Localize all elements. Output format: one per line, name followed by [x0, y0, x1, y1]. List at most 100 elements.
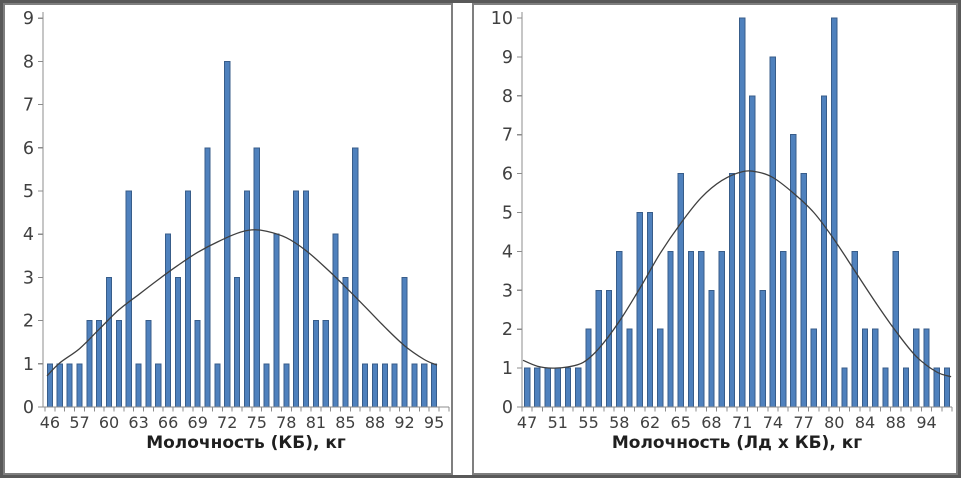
bar [708, 289, 715, 408]
bar [145, 320, 152, 408]
x-tick-label: 92 [394, 413, 414, 432]
bar [882, 367, 889, 408]
y-tick-label: 3 [23, 268, 34, 288]
bar [585, 328, 592, 408]
y-tick-label: 5 [502, 204, 513, 224]
bar [677, 173, 684, 408]
bar [616, 250, 623, 408]
bar [923, 328, 930, 408]
x-tick-label: 55 [578, 413, 598, 432]
bar [302, 190, 310, 408]
y-tick-label: 7 [23, 96, 34, 116]
y-tick-label: 7 [502, 126, 513, 146]
bar [362, 363, 369, 408]
y-tick-label: 6 [502, 165, 513, 185]
x-tick-label: 72 [217, 413, 237, 432]
bar [646, 212, 654, 408]
bar [214, 363, 221, 408]
x-tick-label: 94 [916, 413, 936, 432]
bar [728, 173, 736, 408]
bar [283, 363, 290, 408]
bar [534, 367, 541, 408]
bar [943, 367, 951, 408]
bar [431, 363, 438, 408]
bar [381, 363, 388, 408]
bar [698, 250, 705, 408]
bar [66, 363, 73, 408]
bar [913, 328, 920, 408]
bar [322, 320, 329, 408]
bar [564, 367, 572, 408]
bar [687, 250, 695, 408]
bar [243, 190, 250, 408]
bar [779, 250, 787, 408]
bar [105, 276, 113, 408]
x-tick-label: 78 [276, 413, 296, 432]
bar [800, 173, 807, 408]
y-tick-label: 0 [23, 398, 34, 418]
bar [224, 60, 231, 408]
y-tick-label: 2 [23, 312, 34, 332]
x-axis-title-right: Молочность (Лд х КБ), кг [611, 433, 863, 453]
bar [411, 363, 418, 408]
bar [86, 320, 93, 408]
histogram-plot-right: 0 1 2 3 4 5 6 7 8 9 10 47 51 55 58 62 65 68 71 74 77 80 84 88 94 [491, 9, 953, 432]
bar [342, 276, 349, 408]
y-tick-label: 2 [502, 320, 513, 340]
x-axis-title-left: Молочность (КБ), кг [146, 433, 346, 453]
bar [554, 367, 562, 408]
bar [718, 250, 725, 408]
chart-panel-right: 0 1 2 3 4 5 6 7 8 9 10 47 51 55 58 62 65 68 71 74 77 80 84 88 94… [472, 3, 958, 475]
bar [76, 363, 83, 408]
x-tick-label: 74 [763, 413, 783, 432]
bar [332, 233, 339, 408]
x-tick-label: 80 [824, 413, 844, 432]
x-tick-label: 81 [306, 413, 326, 432]
bar [421, 363, 428, 408]
bar [820, 95, 828, 408]
y-tick-label: 8 [23, 52, 34, 72]
y-tick-label: 4 [23, 225, 34, 245]
x-tick-label: 66 [158, 413, 178, 432]
bar [56, 363, 63, 408]
bar [605, 289, 613, 408]
x-tick-label: 63 [128, 413, 148, 432]
bar [204, 147, 211, 408]
bar [312, 320, 319, 408]
fit-curve [522, 170, 952, 378]
y-tick-label: 0 [502, 398, 513, 418]
bar [293, 190, 300, 408]
bar [523, 367, 531, 408]
y-tick-label: 6 [23, 139, 34, 159]
bar [401, 276, 408, 408]
y-tick-label: 1 [23, 355, 34, 375]
bar [759, 289, 766, 408]
bar [810, 328, 817, 408]
bar [575, 367, 582, 408]
bar [790, 134, 797, 408]
x-tick-label: 71 [732, 413, 752, 432]
y-tick-label: 3 [502, 281, 513, 301]
x-tick-label: 68 [701, 413, 721, 432]
x-tick-label: 58 [609, 413, 629, 432]
bar [636, 212, 643, 408]
y-tick-label: 9 [502, 48, 513, 68]
bar [769, 56, 777, 408]
x-tick-label: 65 [671, 413, 691, 432]
bar [739, 17, 746, 408]
y-tick-label: 1 [502, 359, 513, 379]
bar [902, 367, 910, 408]
bar [831, 17, 838, 408]
bar [872, 328, 879, 408]
bar [544, 367, 551, 408]
y-tick-label: 5 [23, 182, 34, 202]
bar [933, 367, 940, 408]
bar [155, 363, 162, 408]
x-tick-label: 46 [40, 413, 60, 432]
x-tick-label: 95 [424, 413, 444, 432]
y-tick-label: 8 [502, 87, 513, 107]
x-tick-label: 69 [188, 413, 208, 432]
y-tick-label: 9 [23, 9, 34, 29]
